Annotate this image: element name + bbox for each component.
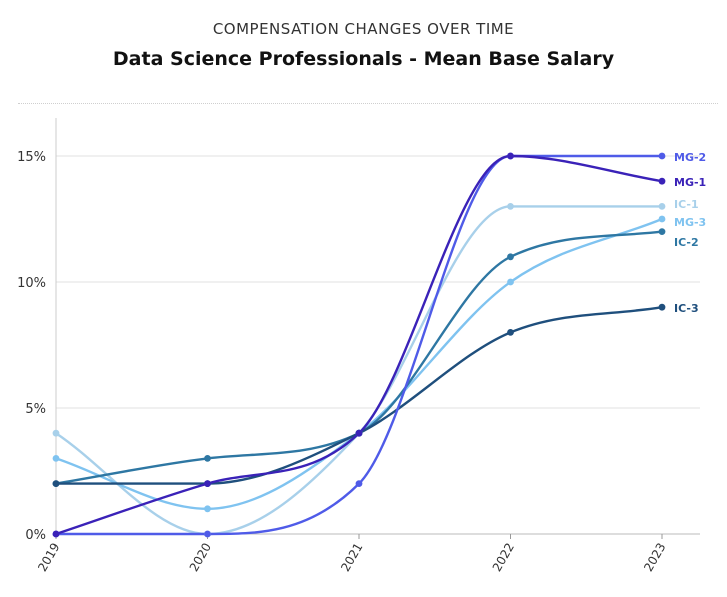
series-label-mg-2: MG-2 xyxy=(674,151,706,164)
data-point-mg-2 xyxy=(355,480,363,487)
x-tick-label: 2020 xyxy=(187,541,214,574)
y-tick-label: 5% xyxy=(25,402,46,417)
data-point-ic-2 xyxy=(507,253,514,261)
data-point-mg-2 xyxy=(204,530,211,538)
series-line-mg-3 xyxy=(54,217,664,511)
chart-title: Data Science Professionals - Mean Base S… xyxy=(112,48,615,70)
series-labels: MG-2 MG-1 IC-1 MG-3 IC-2 IC-3 xyxy=(674,151,706,315)
data-point-ic-3 xyxy=(507,329,514,336)
data-point-mg-3 xyxy=(204,505,211,513)
data-point-ic-1 xyxy=(52,429,60,437)
data-point-mg-3 xyxy=(658,215,666,223)
series-line-mg-2 xyxy=(54,154,664,536)
x-tick-label: 2022 xyxy=(490,541,517,574)
data-point-ic-3 xyxy=(658,303,666,311)
title-divider xyxy=(18,103,718,104)
series-label-mg-1: MG-1 xyxy=(674,176,706,189)
series-label-ic-3: IC-3 xyxy=(674,302,699,315)
data-point-ic-2 xyxy=(658,228,666,236)
data-point-ic-2 xyxy=(204,455,211,462)
x-tick-label: 2023 xyxy=(641,541,668,574)
data-point-mg-1 xyxy=(204,480,211,487)
data-point-mg-3 xyxy=(507,278,514,286)
x-tick-label: 2019 xyxy=(35,541,62,574)
series-points xyxy=(52,152,666,538)
series-line-ic-2 xyxy=(54,230,664,485)
y-tick-label: 15% xyxy=(17,150,46,165)
grid-lines xyxy=(56,155,700,535)
series-line-mg-1 xyxy=(54,154,664,536)
y-tick-label: 10% xyxy=(17,276,46,291)
series-lines xyxy=(54,154,664,536)
axes: 0% 5% 10% 15% 2019 2020 2021 2022 2023 xyxy=(17,118,669,574)
data-point-ic-1 xyxy=(507,203,514,210)
data-point-mg-1 xyxy=(52,530,60,538)
series-label-ic-1: IC-1 xyxy=(674,198,699,211)
series-label-ic-2: IC-2 xyxy=(674,236,699,249)
x-tick-label: 2021 xyxy=(338,541,365,574)
data-point-ic-3 xyxy=(52,480,60,487)
data-point-mg-1 xyxy=(507,152,514,160)
data-point-mg-1 xyxy=(355,429,363,437)
series-line-ic-3 xyxy=(54,306,664,485)
data-point-mg-3 xyxy=(52,455,60,462)
chart-supertitle: COMPENSATION CHANGES OVER TIME xyxy=(212,20,515,38)
data-point-ic-1 xyxy=(658,203,666,210)
data-point-mg-2 xyxy=(658,152,666,160)
series-label-mg-3: MG-3 xyxy=(674,216,706,229)
y-tick-label: 0% xyxy=(25,528,46,543)
data-point-mg-1 xyxy=(658,177,666,185)
